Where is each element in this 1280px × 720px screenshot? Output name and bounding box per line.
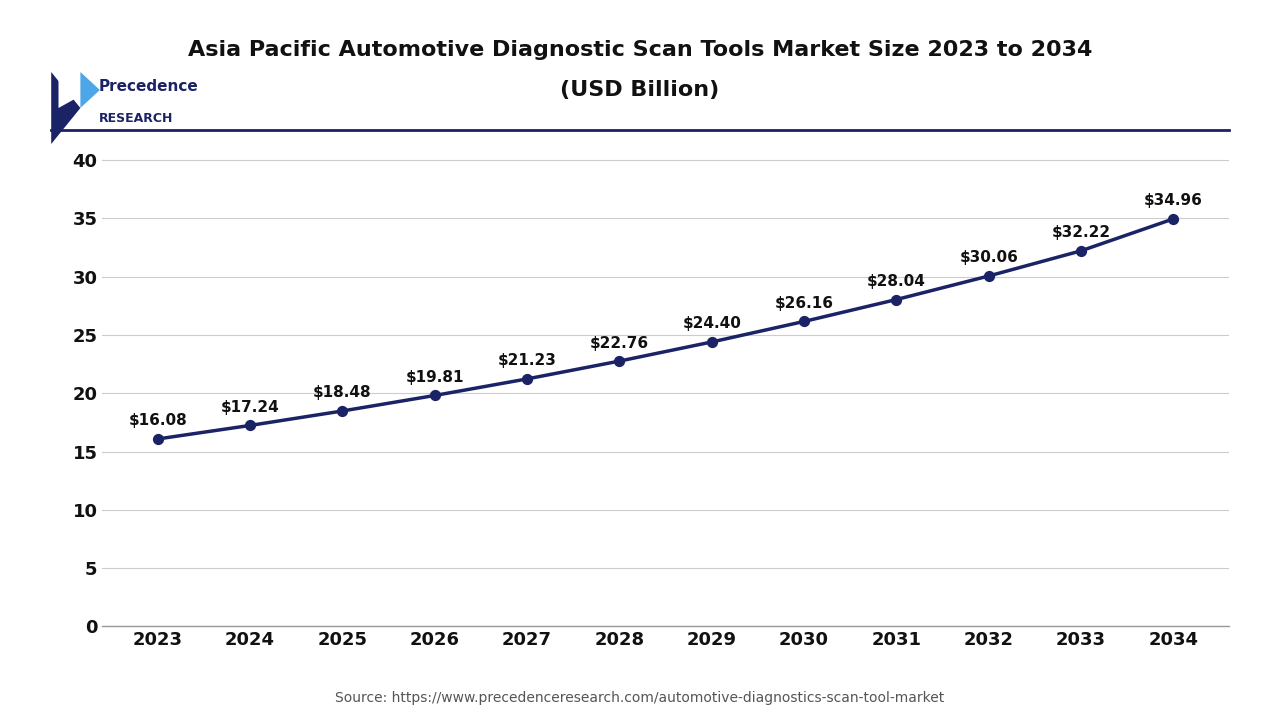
Text: $30.06: $30.06 xyxy=(959,251,1018,266)
Text: RESEARCH: RESEARCH xyxy=(99,112,173,125)
Text: $19.81: $19.81 xyxy=(406,370,465,385)
Point xyxy=(609,356,630,367)
Point xyxy=(239,420,260,431)
Text: $28.04: $28.04 xyxy=(867,274,925,289)
Text: $16.08: $16.08 xyxy=(128,413,187,428)
Text: Source: https://www.precedenceresearch.com/automotive-diagnostics-scan-tool-mark: Source: https://www.precedenceresearch.c… xyxy=(335,691,945,706)
Point xyxy=(886,294,906,305)
Point xyxy=(794,315,814,327)
Text: $21.23: $21.23 xyxy=(498,354,557,369)
Point xyxy=(333,405,353,417)
Point xyxy=(1071,245,1092,256)
Polygon shape xyxy=(51,72,81,144)
Point xyxy=(425,390,445,401)
Text: $18.48: $18.48 xyxy=(314,385,371,400)
Point xyxy=(1164,213,1184,225)
Point xyxy=(517,373,538,384)
Polygon shape xyxy=(59,79,78,108)
Text: $32.22: $32.22 xyxy=(1051,225,1111,240)
Text: Asia Pacific Automotive Diagnostic Scan Tools Market Size 2023 to 2034: Asia Pacific Automotive Diagnostic Scan … xyxy=(188,40,1092,60)
Point xyxy=(978,270,998,282)
Point xyxy=(701,336,722,348)
Text: $22.76: $22.76 xyxy=(590,336,649,351)
Point xyxy=(147,433,168,445)
Text: (USD Billion): (USD Billion) xyxy=(561,80,719,100)
Text: Precedence: Precedence xyxy=(99,79,198,94)
Text: $34.96: $34.96 xyxy=(1144,194,1203,208)
Polygon shape xyxy=(81,72,100,108)
Text: $26.16: $26.16 xyxy=(774,296,833,311)
Text: $24.40: $24.40 xyxy=(682,317,741,331)
Text: $17.24: $17.24 xyxy=(220,400,279,415)
